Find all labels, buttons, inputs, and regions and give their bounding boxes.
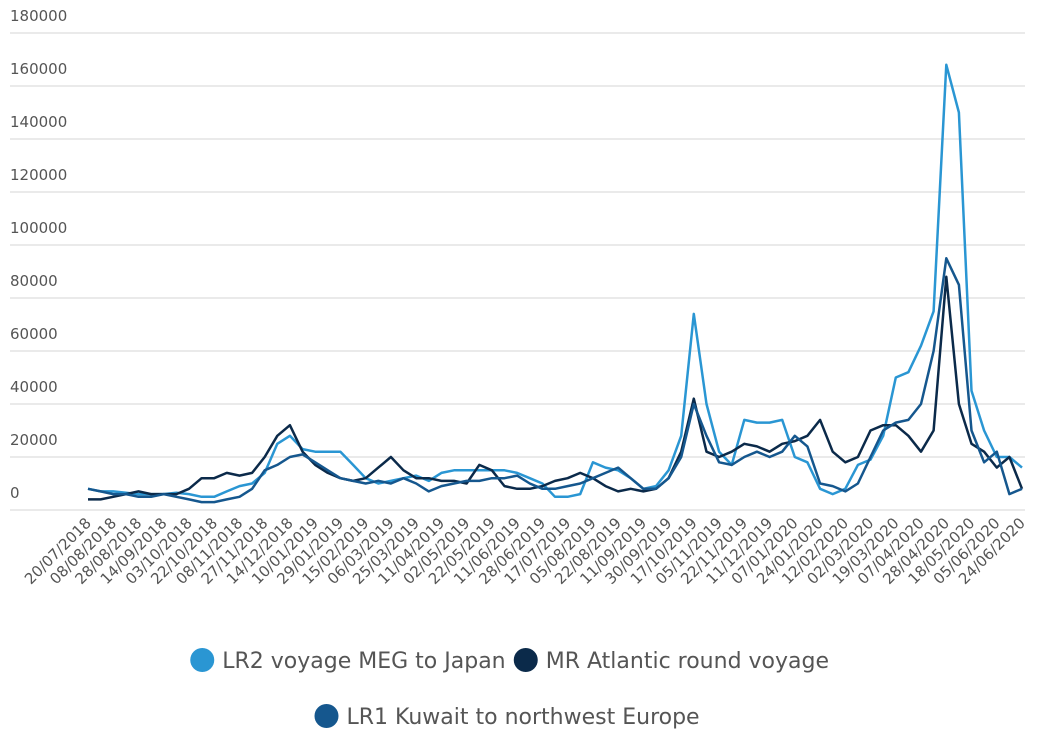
y-tick-label: 0 <box>10 484 20 502</box>
y-tick-label: 80000 <box>10 272 58 290</box>
legend-marker <box>314 704 339 728</box>
legend-label: MR Atlantic round voyage <box>546 649 829 674</box>
legend-marker <box>190 648 215 672</box>
y-tick-label: 20000 <box>10 431 58 449</box>
y-tick-label: 100000 <box>10 219 67 237</box>
legend-label: LR1 Kuwait to northwest Europe <box>347 705 700 729</box>
y-tick-label: 60000 <box>10 325 58 343</box>
y-tick-label: 40000 <box>10 378 58 396</box>
y-tick-label: 140000 <box>10 113 67 131</box>
line <box>88 275 1024 501</box>
line <box>87 63 1023 499</box>
y-tick-label: 180000 <box>10 7 67 25</box>
y-tick-label: 160000 <box>10 60 67 78</box>
legend-label: LR2 voyage MEG to Japan <box>222 649 505 674</box>
legend-marker <box>513 648 538 672</box>
y-tick-label: 120000 <box>10 166 67 184</box>
line <box>87 257 1023 504</box>
